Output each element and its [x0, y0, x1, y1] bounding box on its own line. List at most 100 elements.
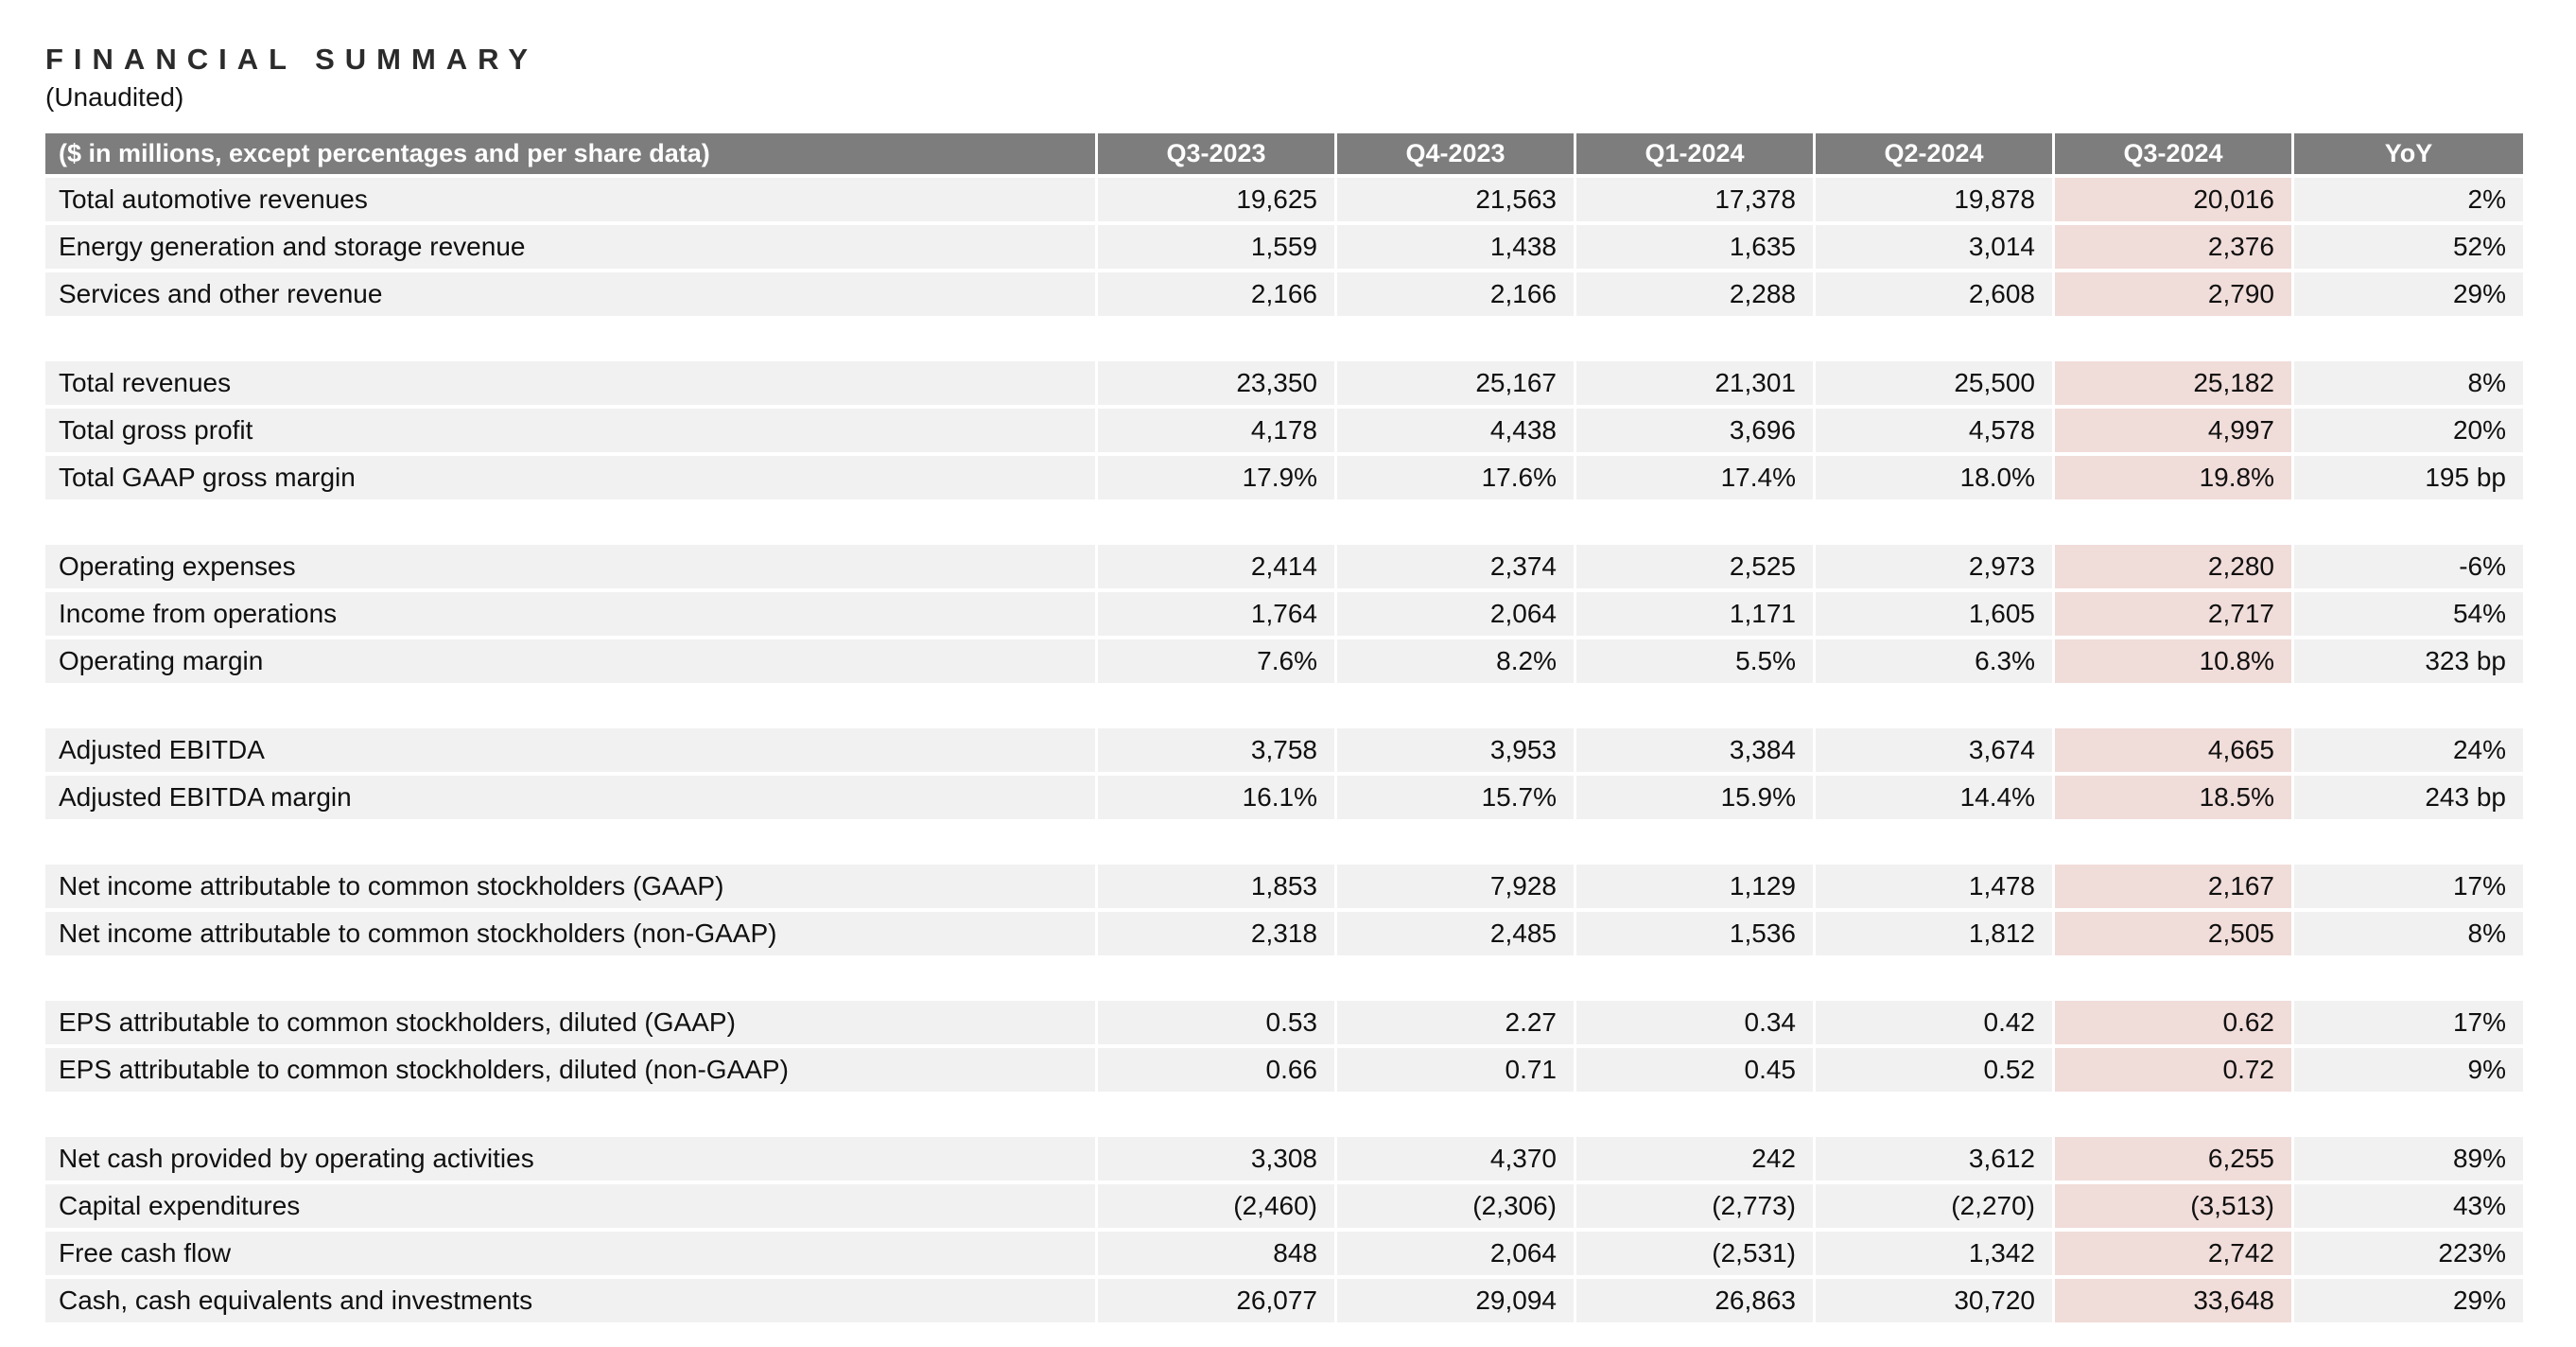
table-row: EPS attributable to common stockholders,…	[45, 1001, 2523, 1045]
cell: 0.53	[1098, 1001, 1334, 1045]
cell: 1,536	[1576, 912, 1813, 956]
cell-highlight: 6,255	[2055, 1137, 2291, 1181]
cell: 4,438	[1337, 409, 1574, 453]
table-body: Total automotive revenues 19,625 21,563 17,…	[45, 178, 2523, 1323]
cell: 1,635	[1576, 225, 1813, 270]
cell: 8%	[2294, 361, 2523, 406]
cell: 17.6%	[1337, 456, 1574, 500]
cell: 29%	[2294, 272, 2523, 317]
group-spacer-row	[45, 687, 2523, 725]
cell: -6%	[2294, 545, 2523, 589]
cell: 2,414	[1098, 545, 1334, 589]
cell: 0.34	[1576, 1001, 1813, 1045]
cell-highlight: 33,648	[2055, 1279, 2291, 1323]
table-row: Adjusted EBITDA margin 16.1% 15.7% 15.9% 14.…	[45, 776, 2523, 820]
cell: 25,167	[1337, 361, 1574, 406]
cell-highlight: 18.5%	[2055, 776, 2291, 820]
row-label: Total GAAP gross margin	[45, 456, 1095, 500]
cell: 26,863	[1576, 1279, 1813, 1323]
row-label: Operating margin	[45, 639, 1095, 684]
group-spacer-row	[45, 959, 2523, 997]
cell: 8%	[2294, 912, 2523, 956]
table-row: Free cash flow 848 2,064 (2,531) 1,342 2,742 2…	[45, 1232, 2523, 1276]
cell-highlight: 20,016	[2055, 178, 2291, 222]
cell: (2,460)	[1098, 1184, 1334, 1229]
cell-highlight: 25,182	[2055, 361, 2291, 406]
row-label: EPS attributable to common stockholders,…	[45, 1048, 1095, 1093]
cell: 21,301	[1576, 361, 1813, 406]
cell: 2,374	[1337, 545, 1574, 589]
column-header-q3-2024: Q3-2024	[2055, 133, 2291, 175]
cell: 195 bp	[2294, 456, 2523, 500]
cell: 17%	[2294, 865, 2523, 909]
row-label: Free cash flow	[45, 1232, 1095, 1276]
cell: 15.7%	[1337, 776, 1574, 820]
table-row: Services and other revenue 2,166 2,166 2,28…	[45, 272, 2523, 317]
cell: 29,094	[1337, 1279, 1574, 1323]
group-spacer-row	[45, 823, 2523, 861]
cell: 7.6%	[1098, 639, 1334, 684]
cell: 2%	[2294, 178, 2523, 222]
table-row: Operating expenses 2,414 2,374 2,525 2,973 2,…	[45, 545, 2523, 589]
cell: 1,478	[1816, 865, 2052, 909]
spacer-cell	[45, 1095, 2523, 1133]
table-row: Adjusted EBITDA 3,758 3,953 3,384 3,674 4,665…	[45, 728, 2523, 773]
table-row: Net cash provided by operating activitie…	[45, 1137, 2523, 1181]
cell: (2,531)	[1576, 1232, 1813, 1276]
cell-highlight: 2,167	[2055, 865, 2291, 909]
cell: 223%	[2294, 1232, 2523, 1276]
cell: 3,308	[1098, 1137, 1334, 1181]
row-label: Net cash provided by operating activitie…	[45, 1137, 1095, 1181]
cell: 17%	[2294, 1001, 2523, 1045]
cell: 16.1%	[1098, 776, 1334, 820]
column-header-yoy: YoY	[2294, 133, 2523, 175]
spacer-cell	[45, 503, 2523, 541]
page-title: FINANCIAL SUMMARY	[45, 43, 539, 76]
cell-highlight: 2,742	[2055, 1232, 2291, 1276]
cell: 2.27	[1337, 1001, 1574, 1045]
cell-highlight: 4,665	[2055, 728, 2291, 773]
cell: 15.9%	[1576, 776, 1813, 820]
cell: 0.52	[1816, 1048, 2052, 1093]
group-spacer-row	[45, 1095, 2523, 1133]
cell: 0.45	[1576, 1048, 1813, 1093]
cell: 25,500	[1816, 361, 2052, 406]
cell: 2,064	[1337, 592, 1574, 637]
cell: (2,270)	[1816, 1184, 2052, 1229]
cell: 54%	[2294, 592, 2523, 637]
cell: 17.4%	[1576, 456, 1813, 500]
cell-highlight: 0.72	[2055, 1048, 2291, 1093]
cell: 3,953	[1337, 728, 1574, 773]
cell: 3,674	[1816, 728, 2052, 773]
cell: 2,525	[1576, 545, 1813, 589]
cell: 17,378	[1576, 178, 1813, 222]
cell: 2,485	[1337, 912, 1574, 956]
cell: 1,171	[1576, 592, 1813, 637]
row-label: Operating expenses	[45, 545, 1095, 589]
financial-table: ($ in millions, except percentages and p…	[43, 130, 2526, 1326]
cell: 2,288	[1576, 272, 1813, 317]
cell-highlight: 2,717	[2055, 592, 2291, 637]
cell: 1,853	[1098, 865, 1334, 909]
page-subtitle: (Unaudited)	[45, 82, 184, 113]
cell: 323 bp	[2294, 639, 2523, 684]
cell: 3,384	[1576, 728, 1813, 773]
table-row: Operating margin 7.6% 8.2% 5.5% 6.3% 10.8% 323…	[45, 639, 2523, 684]
column-header-q2-2024: Q2-2024	[1816, 133, 2052, 175]
cell: 0.71	[1337, 1048, 1574, 1093]
cell: 43%	[2294, 1184, 2523, 1229]
row-label: Adjusted EBITDA	[45, 728, 1095, 773]
table-header-label: ($ in millions, except percentages and p…	[45, 133, 1095, 175]
row-label: Energy generation and storage revenue	[45, 225, 1095, 270]
table-row: Total GAAP gross margin 17.9% 17.6% 17.4% 18…	[45, 456, 2523, 500]
cell: 4,578	[1816, 409, 2052, 453]
cell-highlight: 2,790	[2055, 272, 2291, 317]
header-row: ($ in millions, except percentages and p…	[45, 133, 2523, 175]
cell: 2,608	[1816, 272, 2052, 317]
cell: 20%	[2294, 409, 2523, 453]
table-row: EPS attributable to common stockholders,…	[45, 1048, 2523, 1093]
cell: 3,696	[1576, 409, 1813, 453]
row-label: Adjusted EBITDA margin	[45, 776, 1095, 820]
cell: 23,350	[1098, 361, 1334, 406]
cell: 3,014	[1816, 225, 2052, 270]
